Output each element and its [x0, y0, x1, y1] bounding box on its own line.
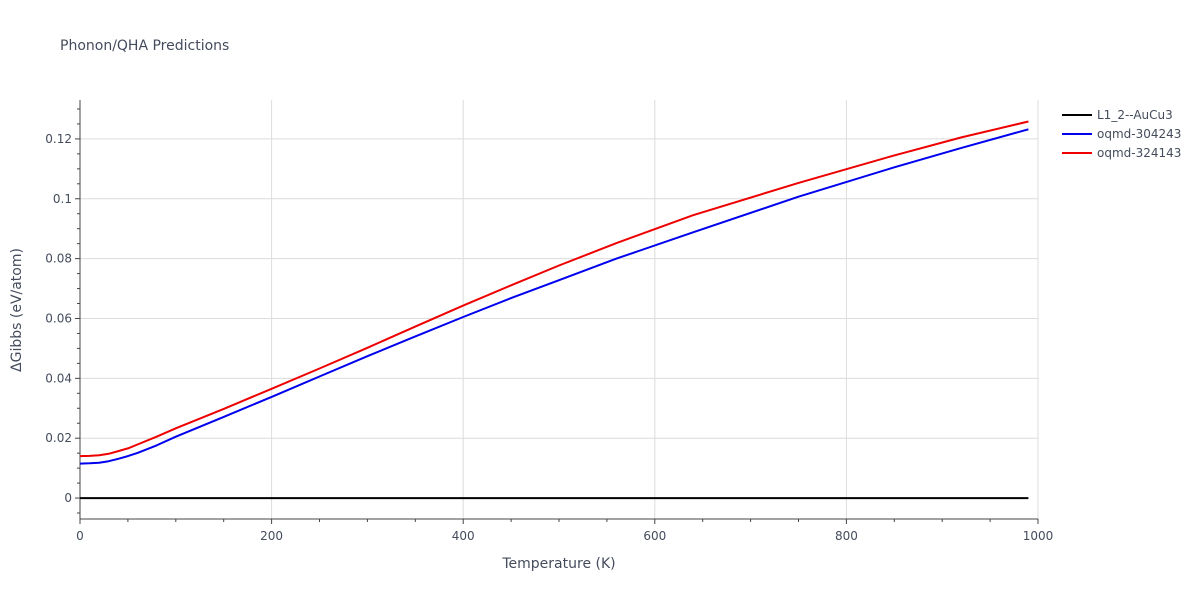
series-line-oqmd-324143 [79, 120, 1029, 458]
legend-label: L1_2--AuCu3 [1097, 108, 1173, 122]
x-tick-label: 200 [260, 529, 283, 543]
grid-lines [80, 100, 1039, 519]
y-tick-label: 0.04 [45, 371, 72, 385]
chart-title: Phonon/QHA Predictions [60, 38, 229, 54]
x-tick-label: 400 [452, 529, 475, 543]
x-tick-label: 0 [76, 529, 84, 543]
y-tick-label: 0.02 [45, 431, 72, 445]
legend-item-oqmd-324143[interactable]: oqmd-324143 [1062, 146, 1181, 160]
x-axis-title: Temperature (K) [501, 556, 615, 572]
series-line-oqmd-304243 [79, 128, 1029, 465]
x-tick-label: 600 [643, 529, 666, 543]
legend-item-L1_2--AuCu3[interactable]: L1_2--AuCu3 [1062, 108, 1173, 122]
axes [75, 100, 1039, 524]
y-tick-label: 0 [64, 491, 72, 505]
legend[interactable]: L1_2--AuCu3 oqmd-304243 oqmd-324143 [1062, 108, 1181, 160]
y-tick-label: 0.12 [45, 132, 72, 146]
legend-label: oqmd-324143 [1097, 146, 1181, 160]
legend-label: oqmd-304243 [1097, 127, 1181, 141]
x-tick-label: 1000 [1023, 529, 1054, 543]
legend-item-oqmd-304243[interactable]: oqmd-304243 [1062, 127, 1181, 141]
y-tick-label: 0.06 [45, 311, 72, 325]
data-series [79, 120, 1029, 500]
tick-labels: 0 200 400 600 800 1000 0 0.02 0.04 0.06 0.08 0.1 0.1… [45, 132, 1053, 543]
x-tick-label: 800 [835, 529, 858, 543]
y-axis-title: ΔGibbs (eV/atom) [9, 248, 25, 372]
y-tick-label: 0.08 [45, 252, 72, 266]
y-tick-label: 0.1 [53, 192, 72, 206]
